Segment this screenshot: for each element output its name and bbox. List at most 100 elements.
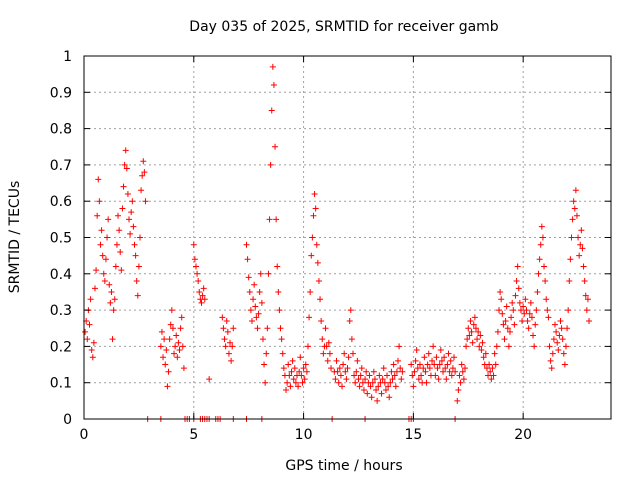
data-point [335, 379, 342, 386]
data-point [544, 307, 551, 314]
data-point [336, 365, 343, 372]
data-point [96, 198, 103, 205]
data-point [534, 288, 541, 295]
data-point [392, 383, 399, 390]
data-point [104, 234, 111, 241]
data-point [538, 223, 545, 230]
data-point [471, 314, 478, 321]
data-point [421, 354, 428, 361]
data-point [357, 372, 364, 379]
data-point [326, 350, 333, 357]
data-point [354, 357, 361, 364]
data-point [309, 234, 316, 241]
data-point [126, 216, 133, 223]
data-point [491, 350, 498, 357]
data-point [558, 325, 565, 332]
data-point [120, 183, 127, 190]
data-point [431, 361, 438, 368]
data-point [133, 278, 140, 285]
data-point [581, 278, 588, 285]
data-point [432, 372, 439, 379]
data-point [410, 383, 417, 390]
data-point [255, 310, 262, 317]
data-point [497, 288, 504, 295]
data-point [265, 270, 272, 277]
data-point [82, 328, 89, 335]
data-point [423, 379, 430, 386]
data-point [311, 190, 318, 197]
x-tick-label: 0 [80, 427, 89, 443]
data-point [375, 383, 382, 390]
data-point [500, 321, 507, 328]
data-point [310, 212, 317, 219]
data-point [504, 325, 511, 332]
data-point [285, 361, 292, 368]
data-point [530, 332, 537, 339]
data-point [477, 332, 484, 339]
data-point [460, 376, 467, 383]
data-point [243, 241, 250, 248]
x-tick-label: 20 [514, 427, 532, 443]
data-point [412, 357, 419, 364]
data-point [102, 256, 109, 263]
data-point [229, 343, 236, 350]
data-point [455, 386, 462, 393]
data-point [355, 376, 362, 383]
data-point [312, 205, 319, 212]
grid-lines [84, 56, 611, 419]
data-point [324, 357, 331, 364]
data-point [424, 361, 431, 368]
data-point [286, 372, 293, 379]
data-point [225, 350, 232, 357]
data-point [112, 263, 119, 270]
data-point [447, 357, 454, 364]
data-point [464, 336, 471, 343]
data-point [395, 357, 402, 364]
data-point [586, 317, 593, 324]
data-point [358, 365, 365, 372]
data-point [296, 368, 303, 375]
data-point [476, 343, 483, 350]
data-point [456, 372, 463, 379]
data-point [565, 307, 572, 314]
data-point [168, 307, 175, 314]
data-point [503, 303, 510, 310]
y-tick-label: 0.3 [50, 303, 72, 319]
data-point [380, 365, 387, 372]
data-point [438, 357, 445, 364]
data-point [124, 190, 131, 197]
data-point [163, 347, 170, 354]
data-point [346, 317, 353, 324]
data-point [362, 376, 369, 383]
data-point [131, 241, 138, 248]
data-point [485, 372, 492, 379]
data-point [501, 336, 508, 343]
data-point [381, 379, 388, 386]
data-point [522, 296, 529, 303]
data-point [246, 288, 253, 295]
data-point [328, 365, 335, 372]
data-point [303, 368, 310, 375]
data-point [478, 347, 485, 354]
data-point [171, 350, 178, 357]
data-point [127, 230, 134, 237]
data-point [483, 365, 490, 372]
data-point [567, 256, 574, 263]
data-point [349, 350, 356, 357]
data-point [108, 288, 115, 295]
data-point [334, 368, 341, 375]
data-point [502, 317, 509, 324]
data-point [117, 249, 124, 256]
data-point [552, 321, 559, 328]
data-point [195, 278, 202, 285]
data-point [374, 397, 381, 404]
data-point [532, 321, 539, 328]
data-point [494, 328, 501, 335]
data-point [272, 143, 279, 150]
data-point [448, 372, 455, 379]
data-point [583, 307, 590, 314]
data-point [344, 365, 351, 372]
y-axis-label: SRMTID / TECUs [7, 181, 23, 294]
data-point [414, 365, 421, 372]
data-point [119, 205, 126, 212]
